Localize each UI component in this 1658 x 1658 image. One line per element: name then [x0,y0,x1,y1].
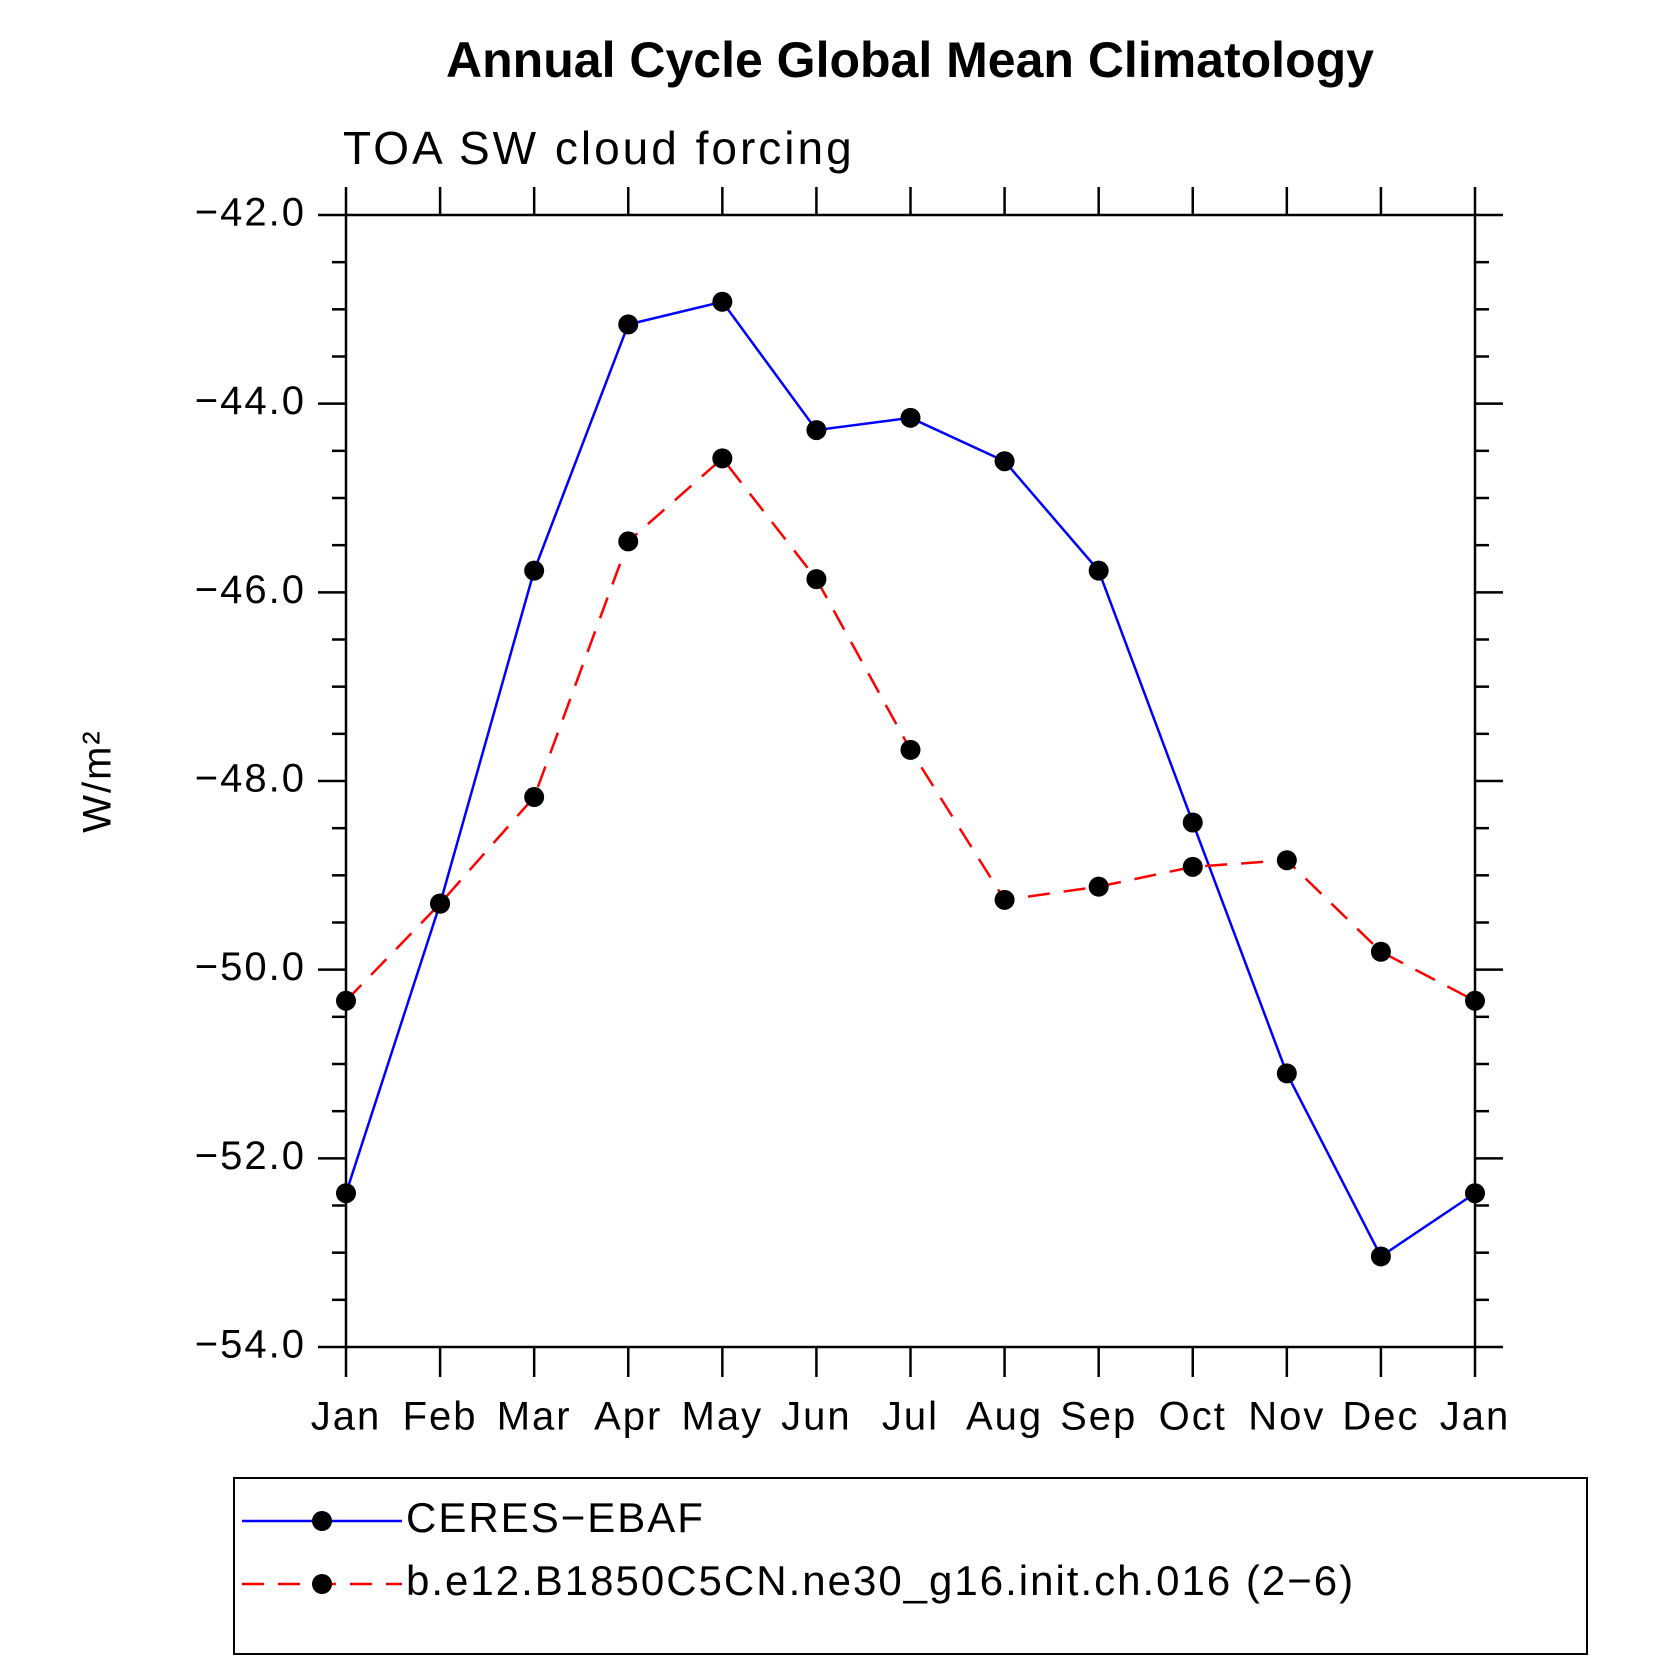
y-tick-label: −54.0 [195,1323,306,1367]
chart-title: Annual Cycle Global Mean Climatology [446,32,1374,88]
y-tick-label: −44.0 [195,379,306,423]
data-point [1182,856,1203,877]
y-axis-label: W/m² [76,729,120,833]
data-point [1465,990,1485,1011]
data-point [336,1183,356,1204]
y-tick-label: −48.0 [195,757,306,801]
data-point [430,893,451,914]
data-point [1465,1183,1485,1204]
data-point [336,990,356,1011]
chart-subtitle: TOA SW cloud forcing [343,122,855,174]
y-tick-label: −52.0 [195,1134,306,1178]
data-point [994,889,1015,910]
data-point [806,569,827,590]
x-tick-label: Jul [882,1395,939,1439]
legend-box [233,1477,1588,1655]
x-tick-label: Oct [1159,1395,1227,1439]
x-tick-label: Sep [1060,1395,1137,1439]
data-point [1088,876,1109,897]
series-line [345,456,1476,1002]
y-tick-label: −50.0 [195,945,306,989]
data-point [618,531,639,552]
data-point [994,451,1015,472]
x-tick-label: Aug [966,1395,1043,1439]
data-point [1370,941,1391,962]
data-point [524,560,545,581]
legend-marker [312,1574,332,1594]
legend-marker [312,1511,332,1531]
x-tick-label: Apr [594,1395,662,1439]
x-tick-label: Jan [311,1395,382,1439]
x-tick-label: Feb [403,1395,478,1439]
x-tick-label: Jan [1440,1395,1511,1439]
x-tick-label: Nov [1248,1395,1325,1439]
x-tick-label: Mar [497,1395,572,1439]
legend-label: b.e12.B1850C5CN.ne30_g16.init.ch.016 (2−… [406,1557,1355,1604]
data-point [1370,1246,1391,1267]
y-tick-label: −42.0 [195,191,306,235]
data-point [1182,812,1203,833]
data-point [806,420,827,441]
data-point [1276,1063,1297,1084]
legend-label: CERES−EBAF [406,1494,705,1541]
data-point [900,407,921,428]
x-tick-label: Jun [781,1395,852,1439]
data-point [1088,560,1109,581]
data-point [1276,850,1297,871]
x-tick-label: Dec [1342,1395,1419,1439]
data-point [618,314,639,335]
data-point [524,787,545,808]
data-point [712,448,733,469]
plot-frame [344,213,1477,1349]
data-point [712,291,733,312]
data-point [900,739,921,760]
x-tick-label: May [682,1395,764,1439]
y-tick-label: −46.0 [195,568,306,612]
series-line [344,300,1476,1259]
